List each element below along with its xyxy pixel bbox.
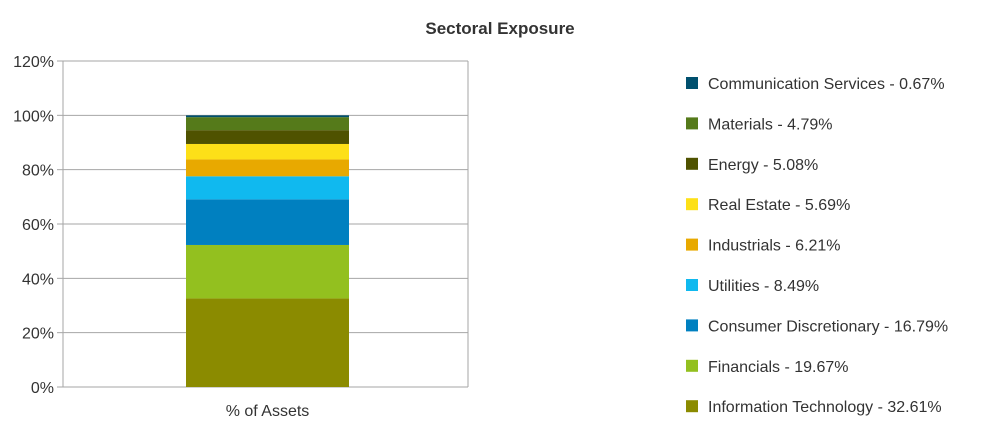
legend-swatch bbox=[686, 359, 698, 372]
legend-swatch bbox=[686, 279, 698, 291]
legend-swatch bbox=[686, 117, 698, 130]
chart-title: Sectoral Exposure bbox=[425, 19, 574, 38]
y-tick-label: 120% bbox=[13, 54, 54, 71]
x-axis-tick-labels: % of Assets bbox=[226, 403, 310, 420]
bar-segment bbox=[186, 130, 349, 144]
legend-swatch bbox=[686, 238, 698, 251]
bar-segment bbox=[186, 244, 349, 299]
legend-label: Utilities - 8.49% bbox=[708, 278, 819, 295]
legend-label: Communication Services - 0.67% bbox=[708, 76, 945, 93]
y-tick-label: 100% bbox=[13, 108, 54, 125]
y-tick-label: 80% bbox=[22, 163, 54, 180]
bar-segment bbox=[186, 199, 349, 245]
legend-swatch bbox=[686, 157, 698, 170]
bar-segment bbox=[186, 176, 349, 200]
bar-segment bbox=[186, 159, 349, 177]
legend-swatch bbox=[686, 198, 698, 211]
legend-swatch bbox=[686, 319, 698, 332]
legend-label: Real Estate - 5.69% bbox=[708, 197, 850, 214]
legend-label: Energy - 5.08% bbox=[708, 157, 818, 174]
legend-label: Materials - 4.79% bbox=[708, 116, 833, 133]
legend-swatch bbox=[686, 77, 698, 89]
y-axis-tick-labels: 0% 20% 40% 60% 80% 100% 120% bbox=[13, 54, 54, 397]
legend-label: Consumer Discretionary - 16.79% bbox=[708, 318, 948, 335]
y-tick-label: 60% bbox=[22, 217, 54, 234]
y-tick-label: 40% bbox=[22, 271, 54, 288]
bar-segment bbox=[186, 143, 349, 160]
legend-label: Financials - 19.67% bbox=[708, 359, 849, 376]
stacked-bar bbox=[186, 115, 349, 387]
y-tick-label: 0% bbox=[31, 380, 54, 397]
bar-segment bbox=[186, 298, 349, 387]
x-tick-label: % of Assets bbox=[226, 403, 310, 420]
bar-segment bbox=[186, 115, 349, 118]
y-tick-label: 20% bbox=[22, 326, 54, 343]
legend: Communication Services - 0.67% Materials … bbox=[686, 76, 948, 416]
bar-segment bbox=[186, 117, 349, 131]
legend-label: Industrials - 6.21% bbox=[708, 238, 841, 255]
legend-swatch bbox=[686, 400, 698, 413]
legend-label: Information Technology - 32.61% bbox=[708, 399, 942, 416]
